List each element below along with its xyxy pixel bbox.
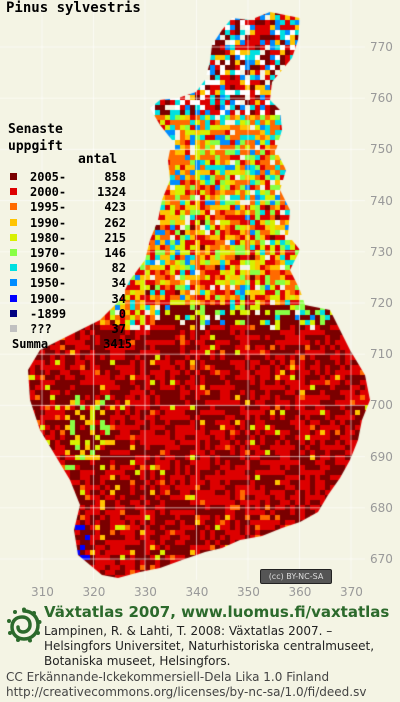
y-axis-label: 670 — [370, 552, 393, 566]
legend-swatch — [10, 294, 17, 302]
legend-count: 34 — [111, 291, 126, 306]
legend-swatch — [10, 249, 17, 256]
legend-label: 1990- — [30, 215, 67, 230]
legend-swatch — [10, 188, 17, 196]
license-url: http://creativecommons.org/licenses/by-n… — [6, 685, 367, 699]
distribution-map — [0, 0, 400, 600]
cc-license-badge: (cc) BY-NC-SA — [260, 569, 332, 584]
citation-text: Lampinen, R. & Lahti, T. 2008: Växtatlas… — [44, 624, 375, 668]
legend-label: 2005- — [30, 170, 67, 184]
luomus-logo-icon — [7, 607, 42, 643]
x-axis-label: 310 — [31, 585, 54, 599]
legend-label: 1900- — [30, 291, 67, 306]
y-axis-label: 760 — [370, 91, 393, 106]
legend-count: 37 — [111, 322, 126, 336]
y-axis-label: 770 — [370, 40, 393, 54]
legend-count: 146 — [104, 246, 126, 260]
x-axis-label: 350 — [237, 585, 260, 599]
legend-swatch — [10, 203, 17, 211]
y-axis-label: 740 — [370, 193, 393, 208]
legend-swatch — [10, 173, 17, 180]
legend-swatch — [10, 309, 17, 317]
x-axis-label: 320 — [82, 585, 106, 599]
x-axis-label: 360 — [288, 585, 312, 599]
x-axis-label: 330 — [134, 585, 157, 599]
legend-label: 2000- — [30, 185, 67, 200]
legend-label: 1950- — [30, 276, 67, 291]
legend-label: ??? — [30, 322, 52, 336]
y-axis-label: 750 — [370, 142, 393, 157]
legend-label: 1960- — [30, 261, 67, 276]
atlas-title: Växtatlas 2007, www.luomus.fi/vaxtatlas — [44, 603, 390, 621]
legend-swatch — [10, 325, 17, 332]
legend-count: 423 — [104, 200, 126, 215]
y-axis-label: 710 — [370, 347, 393, 362]
x-axis-label: 340 — [185, 585, 209, 599]
legend-count: 1324 — [97, 185, 126, 200]
legend-label: 1995- — [30, 200, 67, 215]
legend-summa-value: 3415 — [103, 337, 132, 351]
legend-count-header: antal — [78, 152, 118, 167]
species-title: Pinus sylvestris — [6, 0, 141, 16]
license-text: CC Erkännande-Ickekommersiell-Dela Lika … — [6, 670, 330, 684]
legend-label: 1980- — [30, 230, 67, 245]
legend-label: 1970- — [30, 246, 67, 260]
y-axis-label: 680 — [370, 500, 393, 515]
y-axis-label: 720 — [370, 296, 393, 310]
legend-swatch — [10, 218, 17, 226]
legend-title: Senaste uppgift — [8, 122, 63, 154]
y-axis-label: 690 — [370, 449, 393, 464]
legend-count: 34 — [111, 276, 126, 291]
y-axis-label: 700 — [370, 398, 393, 413]
legend-summa-label: Summa — [12, 337, 49, 351]
legend-swatch — [10, 264, 17, 272]
legend-count: 82 — [111, 261, 126, 276]
x-axis-label: 370 — [340, 585, 363, 599]
legend-swatch — [10, 279, 17, 287]
legend-swatch — [10, 233, 17, 241]
legend-count: 215 — [104, 230, 126, 245]
legend-count: 0 — [118, 306, 126, 321]
legend-label: -1899 — [30, 306, 67, 321]
y-axis-label: 730 — [370, 244, 393, 259]
legend-count: 262 — [104, 215, 126, 230]
legend-count: 858 — [104, 170, 126, 184]
